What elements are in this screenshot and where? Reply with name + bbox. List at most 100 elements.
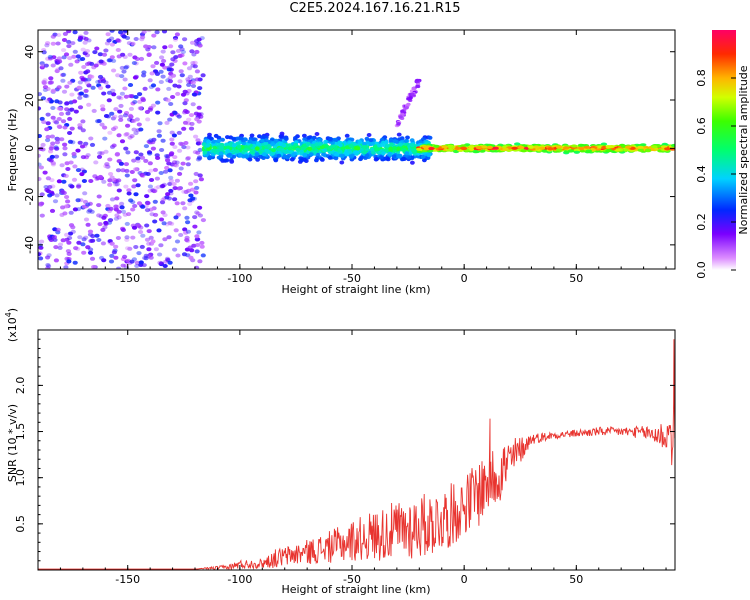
spectrogram-cell [562, 146, 570, 150]
spectrogram-cell [197, 147, 203, 152]
spectrogram-cell [475, 146, 483, 150]
spectrogram-cell [206, 139, 212, 144]
spectrogram-cell [184, 110, 190, 114]
spectrogram-cell [174, 32, 180, 37]
spectrogram-cell [236, 144, 242, 149]
spectrogram-cell [334, 152, 339, 157]
spectrogram-cell [182, 120, 189, 125]
spectrogram-cell [109, 175, 115, 180]
spectrogram-cell [128, 94, 134, 99]
spectrogram-cell [231, 154, 237, 159]
spectrogram-cell [124, 235, 130, 240]
spectrogram-cell [168, 44, 174, 49]
spectrogram-cell [162, 237, 168, 242]
spectrogram-cell [138, 127, 144, 132]
spectrogram-cell [53, 245, 59, 250]
spectrogram-cell [86, 83, 92, 88]
spectrogram-cell [172, 160, 178, 165]
spectrogram-cell [622, 148, 629, 152]
spectrogram-cell [122, 113, 129, 118]
spectrogram-cell [44, 187, 50, 192]
spectrogram-cell [163, 154, 169, 158]
spectrogram-cell [286, 153, 292, 158]
spectrogram-cell [168, 178, 174, 183]
spectrogram-cell [392, 146, 398, 150]
spectrogram-cell [155, 87, 161, 92]
spectrogram-cell [38, 106, 42, 111]
spectrogram-cell [57, 242, 64, 247]
x-tick-label: -50 [343, 573, 361, 586]
spectrogram-cell [181, 252, 188, 257]
spectrogram-cell [67, 116, 73, 121]
spectrogram-cell [192, 150, 198, 155]
spectrogram-cell [239, 136, 244, 141]
spectrogram-cell [149, 212, 155, 217]
spectrogram-cell [57, 245, 63, 250]
spectrogram-cell [119, 91, 125, 96]
spectrogram-cell [344, 133, 350, 138]
spectrogram-cell [140, 35, 146, 40]
spectrogram-cell [50, 162, 57, 167]
spectrogram-cell [302, 133, 307, 138]
spectrogram-cell [82, 191, 88, 196]
spectrogram-cell [71, 151, 77, 156]
spectrogram-cell [184, 215, 190, 220]
spectrogram-cell [178, 44, 184, 49]
spectrogram-cell [415, 84, 421, 89]
spectrogram-y-axis-label: Frequency (Hz) [6, 109, 19, 192]
spectrogram-cell [339, 160, 345, 165]
spectrogram-cell [347, 140, 352, 145]
spectrogram-cell [448, 145, 455, 149]
spectrogram-cell [72, 207, 78, 212]
x-tick-label: 50 [569, 272, 583, 285]
spectrogram-cell [333, 156, 339, 161]
spectrogram-cell [175, 48, 182, 53]
spectrogram-cell [637, 148, 644, 152]
spectrogram-cell [38, 201, 41, 206]
spectrogram-cell [80, 128, 86, 133]
spectrogram-cell [265, 149, 271, 154]
spectrogram-cell [106, 90, 113, 95]
spectrogram-cell [63, 174, 69, 178]
spectrogram-cell [68, 223, 75, 228]
spectrogram-cell [147, 184, 153, 189]
spectrogram-cell [65, 111, 71, 116]
spectrogram-cell [113, 204, 119, 209]
spectrogram-cell [160, 138, 166, 143]
spectrogram-cell [454, 146, 461, 150]
spectrogram-cell [271, 148, 276, 153]
colorbar-tick-label: 0.0 [695, 261, 708, 279]
spectrogram-cell [51, 235, 58, 239]
spectrogram-cell [127, 135, 133, 140]
spectrogram-cell [145, 201, 151, 206]
spectrogram-cell [82, 40, 88, 45]
spectrogram-cell [109, 55, 115, 60]
spectrogram-cell [159, 184, 165, 189]
spectrogram-cell [96, 119, 102, 123]
spectrogram-cell [65, 167, 71, 171]
spectrogram-cell [567, 149, 575, 153]
spectrogram-cell [56, 56, 63, 61]
spectrogram-cell [368, 138, 374, 143]
spectrogram-cell [355, 146, 361, 151]
spectrogram-cell [410, 143, 415, 148]
spectrogram-cell [403, 139, 409, 143]
spectrogram-cell [227, 152, 233, 157]
spectrogram-cell [459, 144, 467, 148]
spectrogram-cell [147, 78, 153, 83]
spectrogram-cell [135, 128, 141, 133]
spectrogram-cell [404, 106, 409, 110]
spectrogram-cell [194, 210, 200, 215]
spectrogram-cell [131, 118, 137, 123]
spectrogram-cell [538, 146, 546, 150]
spectrogram-cell [664, 147, 671, 151]
spectrogram-x-axis-label: Height of straight line (km) [281, 283, 430, 296]
spectrogram-cell [317, 141, 323, 146]
spectrogram-cell [45, 121, 51, 126]
spectrogram-cell [79, 167, 85, 172]
spectrogram-cell [127, 83, 134, 87]
spectrogram-cell [59, 137, 65, 142]
spectrogram-cell [66, 39, 72, 44]
spectrogram-cell [146, 247, 152, 252]
spectrogram-cell [251, 137, 257, 142]
